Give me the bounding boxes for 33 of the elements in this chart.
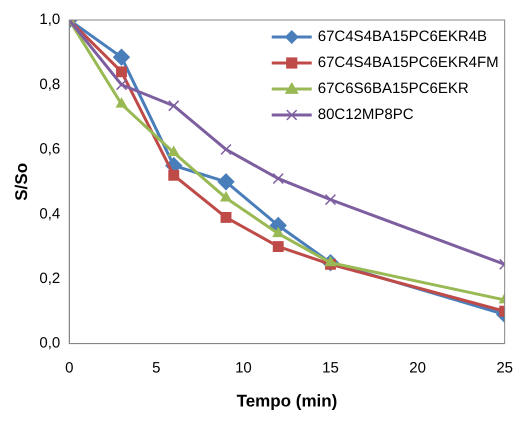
point	[272, 241, 284, 252]
point	[168, 170, 180, 181]
y-tick-label: 1,0	[39, 11, 60, 28]
legend-label: 67C4S4BA15PC6EKR4B	[318, 28, 488, 46]
legend-label: 80C12MP8PC	[318, 106, 414, 124]
point	[220, 212, 232, 223]
x-tick-label: 5	[152, 360, 161, 377]
point	[220, 191, 232, 202]
x-tick-label: 0	[65, 360, 74, 377]
legend-label: 67C4S4BA15PC6EKR4FM	[318, 54, 499, 72]
point	[113, 48, 130, 66]
point	[168, 100, 180, 112]
point	[220, 144, 232, 156]
y-axis-title: S/So	[12, 162, 31, 201]
point	[218, 173, 234, 190]
x-tick-label: 10	[235, 360, 252, 377]
x-tick-label: 25	[496, 360, 513, 377]
point	[272, 227, 284, 238]
point	[116, 79, 128, 90]
point	[168, 146, 180, 156]
point	[116, 66, 127, 78]
x-tick-label: 20	[409, 360, 426, 377]
y-tick-label: 0,8	[39, 76, 60, 93]
x-tick-label: 15	[322, 360, 339, 377]
point	[324, 194, 336, 206]
x-axis-title: Tempo (min)	[236, 391, 338, 410]
legend-label: 67C6S6BA15PC6EKR	[318, 80, 469, 98]
y-tick-label: 0,2	[39, 270, 60, 288]
y-tick-label: 0,4	[39, 205, 60, 222]
y-tick-label: 0,6	[39, 140, 60, 158]
point	[272, 172, 284, 184]
point	[116, 98, 128, 108]
y-tick-label: 0,0	[39, 334, 60, 352]
